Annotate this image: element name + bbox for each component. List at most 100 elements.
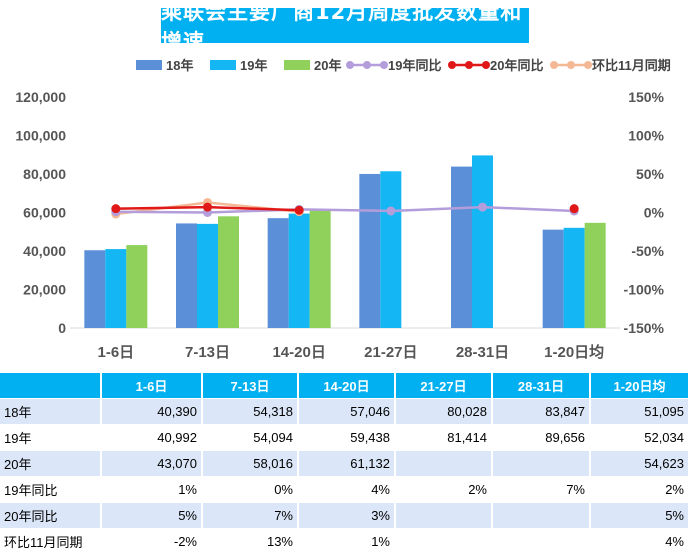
line-yoy20-segment: [115, 205, 208, 210]
table-row-label: 19年同比: [0, 476, 102, 503]
table-header-cell: 1-6日: [101, 373, 203, 399]
x-category-label: 28-31日: [456, 344, 509, 361]
table-row: 20年 43,070 58,016 61,132 54,623: [0, 450, 689, 477]
y-left-tick-label: 0: [58, 320, 66, 336]
y-left-tick-label: 100,000: [15, 128, 66, 144]
table-cell: [395, 450, 493, 477]
table-row: 19年同比 1% 0% 4% 2% 7% 2%: [0, 476, 689, 503]
line-yoy20-segment: [207, 205, 300, 212]
legend-swatch: [210, 60, 236, 70]
table-cell: 0%: [202, 476, 299, 503]
y-left-tick-label: 20,000: [23, 282, 66, 298]
table-cell: 2%: [590, 476, 689, 503]
line-yoy20-point: [203, 202, 212, 212]
bar-20: [126, 245, 148, 328]
table-cell: 40,992: [101, 424, 203, 451]
y-right-tick-label: -50%: [631, 243, 664, 259]
legend-marker: [448, 61, 456, 69]
legend-label: 18年: [166, 58, 193, 73]
y-left-tick-label: 40,000: [23, 243, 66, 259]
legend-label: 19年: [240, 58, 267, 73]
table-cell: 43,070: [101, 450, 203, 477]
table-cell: [492, 528, 591, 555]
legend-swatch: [136, 60, 162, 70]
line-yoy19-point: [478, 202, 487, 212]
table-cell: 3%: [298, 502, 396, 529]
table-row: 18年 40,390 54,318 57,046 80,028 83,847 51,095: [0, 398, 689, 425]
bar-19: [472, 155, 493, 328]
legend-swatch: [284, 60, 310, 70]
bar-18: [176, 223, 197, 328]
bar-18: [84, 250, 106, 328]
bar-20: [309, 210, 331, 328]
y-left-tick-label: 120,000: [15, 89, 66, 105]
table-row-label: 18年: [0, 398, 102, 425]
bar-19: [288, 213, 310, 328]
table-cell: [395, 502, 493, 529]
x-category-label: 14-20日: [272, 344, 325, 361]
table-cell: 81,414: [395, 424, 493, 451]
y-left-tick-label: 60,000: [23, 205, 66, 221]
y-right-tick-label: -100%: [624, 282, 665, 298]
x-category-label: 7-13日: [185, 344, 230, 361]
chart-area: 0 20,000 40,000 60,000 80,000 100,000 120,000 -…: [15, 58, 670, 361]
y-right-tick-label: -150%: [624, 320, 665, 336]
table-cell: 80,028: [395, 398, 493, 425]
table-cell: 54,623: [590, 450, 689, 477]
table-row-label: 环比11月同期: [0, 528, 102, 555]
line-yoy19-segment: [115, 210, 208, 214]
table-cell: -2%: [101, 528, 203, 555]
table-cell: 52,034: [590, 424, 689, 451]
table-header-cell: [0, 373, 102, 399]
legend-marker: [482, 61, 490, 69]
y-right-tick-label: 50%: [636, 166, 665, 182]
bar-19: [105, 249, 127, 328]
table-cell: 13%: [202, 528, 299, 555]
x-category-label: 1-20日均: [544, 343, 604, 361]
legend-marker: [550, 61, 558, 69]
table-cell: 59,438: [298, 424, 396, 451]
table-cell: 58,016: [202, 450, 299, 477]
legend-label: 20年同比: [490, 58, 543, 73]
legend-label: 19年同比: [388, 58, 441, 73]
table-cell: 54,094: [202, 424, 299, 451]
table-row-label: 20年同比: [0, 502, 102, 529]
bar-18: [542, 229, 564, 328]
table-row-label: 19年: [0, 424, 102, 451]
table-cell: 1%: [298, 528, 396, 555]
table-row: 19年 40,992 54,094 59,438 81,414 89,656 52,034: [0, 424, 689, 451]
bar-20: [218, 216, 239, 328]
table-cell: 51,095: [590, 398, 689, 425]
legend-marker: [465, 61, 473, 69]
bar-19: [563, 227, 585, 328]
line-yoy19-segment: [299, 208, 391, 213]
table-cell: 5%: [590, 502, 689, 529]
legend-label: 20年: [314, 58, 341, 73]
table-cell: [492, 450, 591, 477]
table-cell: 57,046: [298, 398, 396, 425]
bar-18: [451, 166, 472, 328]
line-yoy20-point: [569, 204, 579, 214]
y-right-tick-label: 0%: [644, 205, 665, 221]
table-header-cell: 28-31日: [492, 373, 591, 399]
y-right-tick-label: 150%: [628, 89, 664, 105]
table-row: 20年同比 5% 7% 3% 5%: [0, 502, 689, 529]
legend-marker: [584, 61, 592, 69]
table-cell: 4%: [590, 528, 689, 555]
table-cell: 7%: [492, 476, 591, 503]
data-table: 1-6日 7-13日 14-20日 21-27日 28-31日 1-20日均 1…: [0, 373, 689, 555]
table-header-row: 1-6日 7-13日 14-20日 21-27日 28-31日 1-20日均: [0, 373, 689, 399]
bar-20: [584, 222, 606, 328]
table-cell: 89,656: [492, 424, 591, 451]
bar-18: [359, 173, 381, 328]
line-yoy19-point: [386, 206, 396, 216]
legend-marker: [363, 61, 371, 69]
table-cell: 2%: [395, 476, 493, 503]
x-category-label: 1-6日: [97, 344, 134, 361]
line-yoy20-point: [111, 204, 121, 214]
bar-19: [380, 171, 402, 328]
x-category-label: 21-27日: [364, 344, 417, 361]
table-cell: 7%: [202, 502, 299, 529]
bar-18: [267, 218, 289, 328]
table-header-cell: 1-20日均: [590, 373, 689, 399]
